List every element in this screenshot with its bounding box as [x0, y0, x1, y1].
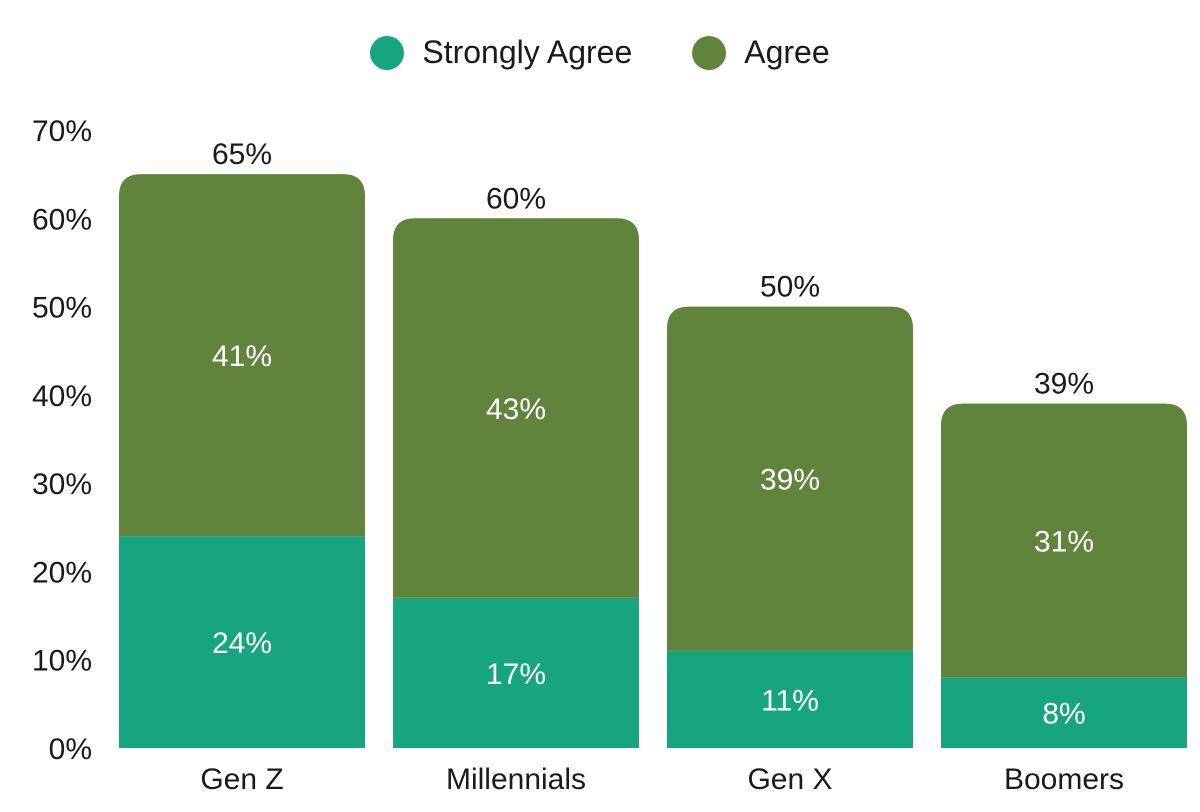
bar-segment — [393, 218, 639, 598]
legend-item-agree: Agree — [692, 34, 830, 71]
y-tick-label: 20% — [32, 556, 92, 589]
bar-segment — [941, 403, 1187, 678]
data-label: 8% — [1042, 698, 1085, 731]
total-label: 50% — [760, 271, 820, 304]
total-label: 65% — [212, 138, 272, 171]
bar-segment — [667, 650, 913, 748]
x-tick-label: Gen Z — [200, 763, 283, 796]
data-label: 17% — [486, 658, 546, 691]
y-tick-label: 30% — [32, 468, 92, 501]
legend-label-strongly-agree: Strongly Agree — [422, 34, 633, 70]
bar-segment — [667, 306, 913, 651]
x-tick-label: Gen X — [747, 763, 832, 796]
data-label: 39% — [760, 464, 820, 497]
bar-segment — [119, 536, 365, 748]
bar-segment — [941, 677, 1187, 748]
legend-item-strongly-agree: Strongly Agree — [370, 34, 632, 71]
legend-swatch-strongly-agree — [370, 35, 405, 70]
x-tick-label: Millennials — [446, 763, 586, 796]
legend-swatch-agree — [692, 35, 727, 70]
y-tick-label: 0% — [49, 733, 92, 766]
data-label: 41% — [212, 340, 272, 373]
x-tick-label: Boomers — [1004, 763, 1124, 796]
data-label: 11% — [761, 684, 819, 717]
legend-label-agree: Agree — [744, 34, 830, 70]
legend: Strongly Agree Agree — [0, 34, 1200, 71]
y-tick-label: 10% — [32, 645, 92, 678]
y-tick-label: 60% — [32, 203, 92, 236]
total-label: 39% — [1034, 368, 1094, 401]
data-label: 31% — [1034, 526, 1094, 559]
y-tick-label: 40% — [32, 380, 92, 413]
bar-segment — [119, 174, 365, 537]
total-label: 60% — [486, 182, 546, 215]
bar-segment — [393, 597, 639, 748]
y-tick-label: 70% — [32, 115, 92, 148]
data-label: 43% — [486, 393, 546, 426]
y-tick-label: 50% — [32, 292, 92, 325]
data-label: 24% — [212, 627, 272, 660]
